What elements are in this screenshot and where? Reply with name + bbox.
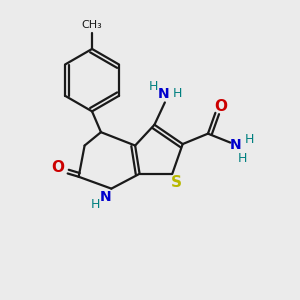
Text: S: S xyxy=(171,175,182,190)
Text: H: H xyxy=(245,133,254,146)
Text: N: N xyxy=(100,190,112,204)
Text: O: O xyxy=(51,160,64,175)
Text: O: O xyxy=(214,99,227,114)
Text: N: N xyxy=(230,138,242,152)
Text: H: H xyxy=(173,87,182,100)
Text: H: H xyxy=(238,152,247,164)
Text: H: H xyxy=(149,80,158,93)
Text: CH₃: CH₃ xyxy=(82,20,102,30)
Text: H: H xyxy=(91,198,101,211)
Text: N: N xyxy=(158,86,169,100)
